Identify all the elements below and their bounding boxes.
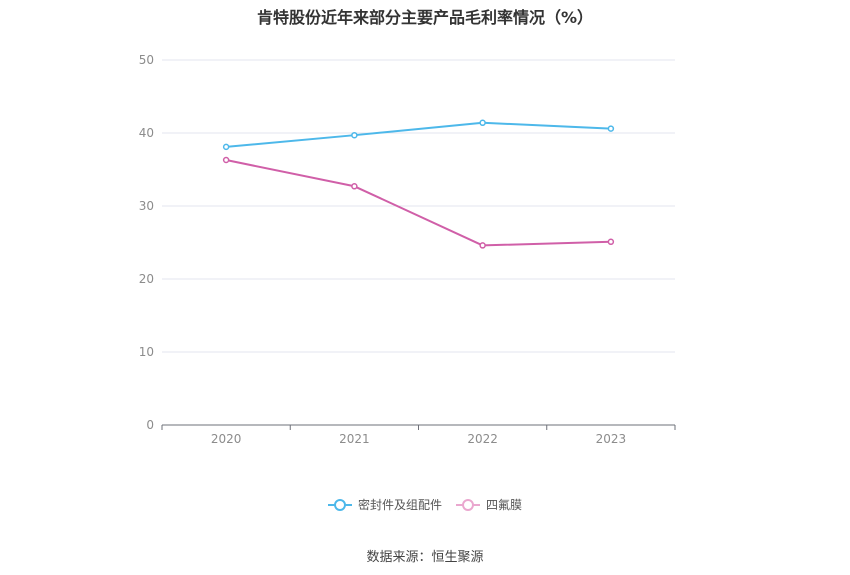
y-tick-label: 50: [139, 53, 154, 67]
grid-lines: [162, 59, 675, 353]
legend-marker-icon: [327, 498, 352, 511]
legend-label: 四氟膜: [486, 498, 523, 512]
x-tick-label: 2020: [211, 432, 242, 446]
chart-legend: 密封件及组配件 四氟膜: [0, 496, 850, 513]
series-line-0: [226, 121, 611, 148]
series-line-1: [225, 159, 611, 247]
data-point[interactable]: [351, 131, 358, 139]
data-source: 数据来源：恒生聚源: [366, 550, 484, 565]
y-tick-label: 0: [146, 418, 154, 432]
legend-item-1[interactable]: 四氟膜: [456, 496, 522, 513]
legend-marker-icon: [456, 498, 480, 511]
legend-label: 密封件及组配件: [357, 498, 442, 512]
y-tick-label: 20: [139, 272, 154, 286]
data-point[interactable]: [607, 238, 615, 246]
x-tick-label: 2021: [339, 432, 370, 446]
x-tick-label: 2022: [467, 432, 498, 446]
chart-title: 肯特股份近年来部分主要产品毛利率情况（%）: [256, 8, 594, 27]
data-point[interactable]: [479, 242, 486, 249]
data-point[interactable]: [351, 183, 358, 190]
series-lines: [222, 119, 615, 249]
data-point[interactable]: [222, 156, 230, 164]
axes: 0 10 20 30 40 50 2020 2021 2022 2023: [139, 53, 676, 446]
data-point[interactable]: [222, 143, 230, 151]
data-point[interactable]: [607, 125, 615, 132]
y-tick-label: 30: [139, 199, 154, 213]
x-tick-label: 2023: [596, 432, 627, 446]
legend-item-0[interactable]: 密封件及组配件: [327, 496, 442, 513]
data-point[interactable]: [479, 119, 486, 127]
y-tick-label: 40: [139, 126, 154, 140]
y-tick-label: 10: [139, 345, 154, 359]
